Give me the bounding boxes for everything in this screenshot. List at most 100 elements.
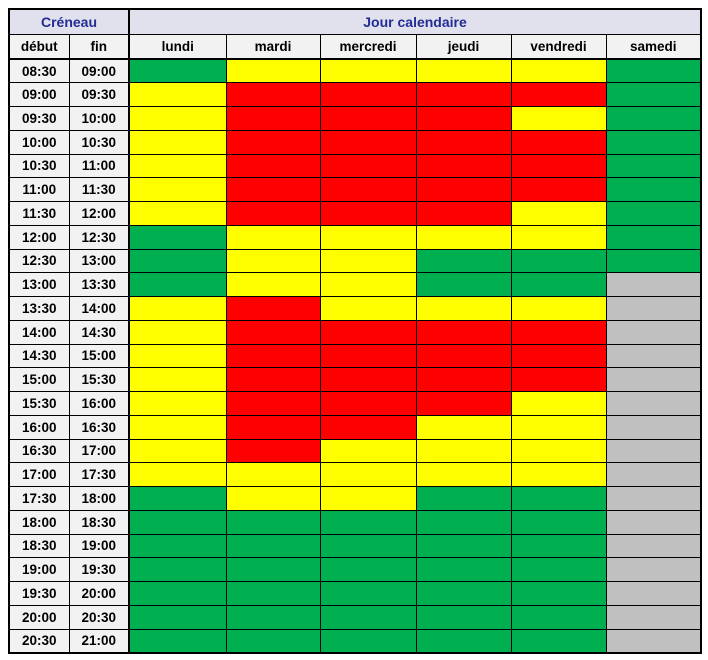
slot-cell-samedi-12:30[interactable] bbox=[605, 248, 702, 274]
slot-cell-mardi-15:30[interactable] bbox=[225, 391, 321, 416]
slot-cell-samedi-12:00[interactable] bbox=[605, 224, 702, 250]
slot-cell-mardi-13:00[interactable] bbox=[225, 272, 321, 297]
slot-cell-vendredi-17:00[interactable] bbox=[510, 462, 607, 487]
slot-cell-mardi-10:30[interactable] bbox=[225, 153, 321, 179]
slot-cell-samedi-18:30[interactable] bbox=[605, 533, 702, 559]
slot-cell-mardi-16:00[interactable] bbox=[225, 414, 321, 440]
slot-cell-vendredi-19:00[interactable] bbox=[510, 557, 607, 582]
slot-cell-mercredi-19:00[interactable] bbox=[319, 557, 417, 582]
slot-cell-vendredi-15:00[interactable] bbox=[510, 367, 607, 392]
slot-cell-mardi-12:00[interactable] bbox=[225, 224, 321, 250]
slot-cell-samedi-15:30[interactable] bbox=[605, 391, 702, 416]
slot-cell-samedi-14:00[interactable] bbox=[605, 319, 702, 345]
slot-cell-mercredi-14:30[interactable] bbox=[319, 343, 417, 369]
slot-cell-jeudi-18:30[interactable] bbox=[415, 533, 512, 559]
slot-cell-lundi-12:00[interactable] bbox=[128, 224, 227, 250]
slot-cell-jeudi-15:00[interactable] bbox=[415, 367, 512, 392]
slot-cell-jeudi-19:30[interactable] bbox=[415, 581, 512, 606]
slot-cell-samedi-20:00[interactable] bbox=[605, 604, 702, 630]
slot-cell-jeudi-18:00[interactable] bbox=[415, 509, 512, 535]
slot-cell-vendredi-11:30[interactable] bbox=[510, 201, 607, 226]
slot-cell-jeudi-12:00[interactable] bbox=[415, 224, 512, 250]
slot-cell-samedi-09:30[interactable] bbox=[605, 106, 702, 131]
slot-cell-jeudi-14:30[interactable] bbox=[415, 343, 512, 369]
slot-cell-mardi-19:30[interactable] bbox=[225, 581, 321, 606]
slot-cell-mardi-11:00[interactable] bbox=[225, 177, 321, 202]
slot-cell-mercredi-17:00[interactable] bbox=[319, 462, 417, 487]
slot-cell-mercredi-11:30[interactable] bbox=[319, 201, 417, 226]
slot-cell-lundi-19:30[interactable] bbox=[128, 581, 227, 606]
slot-cell-jeudi-16:00[interactable] bbox=[415, 414, 512, 440]
slot-cell-samedi-10:00[interactable] bbox=[605, 129, 702, 155]
slot-cell-mardi-16:30[interactable] bbox=[225, 438, 321, 464]
slot-cell-jeudi-19:00[interactable] bbox=[415, 557, 512, 582]
slot-cell-vendredi-20:00[interactable] bbox=[510, 604, 607, 630]
slot-cell-lundi-15:00[interactable] bbox=[128, 367, 227, 392]
slot-cell-samedi-19:30[interactable] bbox=[605, 581, 702, 606]
slot-cell-vendredi-18:00[interactable] bbox=[510, 509, 607, 535]
slot-cell-mercredi-18:30[interactable] bbox=[319, 533, 417, 559]
slot-cell-lundi-12:30[interactable] bbox=[128, 248, 227, 274]
slot-cell-mercredi-16:30[interactable] bbox=[319, 438, 417, 464]
slot-cell-mercredi-11:00[interactable] bbox=[319, 177, 417, 202]
slot-cell-mardi-11:30[interactable] bbox=[225, 201, 321, 226]
slot-cell-mercredi-09:00[interactable] bbox=[319, 82, 417, 107]
slot-cell-vendredi-09:30[interactable] bbox=[510, 106, 607, 131]
slot-cell-mercredi-10:00[interactable] bbox=[319, 129, 417, 155]
slot-cell-lundi-08:30[interactable] bbox=[128, 58, 227, 84]
slot-cell-lundi-09:00[interactable] bbox=[128, 82, 227, 107]
slot-cell-mardi-17:00[interactable] bbox=[225, 462, 321, 487]
slot-cell-samedi-13:30[interactable] bbox=[605, 296, 702, 321]
slot-cell-vendredi-12:00[interactable] bbox=[510, 224, 607, 250]
slot-cell-samedi-10:30[interactable] bbox=[605, 153, 702, 179]
slot-cell-lundi-18:30[interactable] bbox=[128, 533, 227, 559]
slot-cell-jeudi-11:30[interactable] bbox=[415, 201, 512, 226]
slot-cell-vendredi-10:00[interactable] bbox=[510, 129, 607, 155]
slot-cell-jeudi-10:30[interactable] bbox=[415, 153, 512, 179]
slot-cell-samedi-20:30[interactable] bbox=[605, 628, 702, 654]
slot-cell-samedi-17:00[interactable] bbox=[605, 462, 702, 487]
slot-cell-vendredi-12:30[interactable] bbox=[510, 248, 607, 274]
slot-cell-mercredi-19:30[interactable] bbox=[319, 581, 417, 606]
slot-cell-mardi-18:30[interactable] bbox=[225, 533, 321, 559]
slot-cell-mercredi-18:00[interactable] bbox=[319, 509, 417, 535]
slot-cell-vendredi-14:30[interactable] bbox=[510, 343, 607, 369]
slot-cell-jeudi-13:30[interactable] bbox=[415, 296, 512, 321]
slot-cell-mardi-09:00[interactable] bbox=[225, 82, 321, 107]
slot-cell-jeudi-08:30[interactable] bbox=[415, 58, 512, 84]
slot-cell-mardi-08:30[interactable] bbox=[225, 58, 321, 84]
slot-cell-lundi-13:30[interactable] bbox=[128, 296, 227, 321]
slot-cell-mardi-19:00[interactable] bbox=[225, 557, 321, 582]
slot-cell-jeudi-14:00[interactable] bbox=[415, 319, 512, 345]
slot-cell-jeudi-20:00[interactable] bbox=[415, 604, 512, 630]
slot-cell-jeudi-09:00[interactable] bbox=[415, 82, 512, 107]
slot-cell-mercredi-12:30[interactable] bbox=[319, 248, 417, 274]
slot-cell-mardi-15:00[interactable] bbox=[225, 367, 321, 392]
slot-cell-jeudi-17:00[interactable] bbox=[415, 462, 512, 487]
slot-cell-samedi-13:00[interactable] bbox=[605, 272, 702, 297]
slot-cell-samedi-09:00[interactable] bbox=[605, 82, 702, 107]
slot-cell-lundi-13:00[interactable] bbox=[128, 272, 227, 297]
slot-cell-vendredi-15:30[interactable] bbox=[510, 391, 607, 416]
slot-cell-vendredi-16:30[interactable] bbox=[510, 438, 607, 464]
slot-cell-vendredi-09:00[interactable] bbox=[510, 82, 607, 107]
slot-cell-lundi-15:30[interactable] bbox=[128, 391, 227, 416]
slot-cell-mercredi-13:00[interactable] bbox=[319, 272, 417, 297]
slot-cell-samedi-19:00[interactable] bbox=[605, 557, 702, 582]
slot-cell-mardi-13:30[interactable] bbox=[225, 296, 321, 321]
slot-cell-vendredi-17:30[interactable] bbox=[510, 486, 607, 511]
slot-cell-mercredi-17:30[interactable] bbox=[319, 486, 417, 511]
slot-cell-mardi-17:30[interactable] bbox=[225, 486, 321, 511]
slot-cell-lundi-20:00[interactable] bbox=[128, 604, 227, 630]
slot-cell-jeudi-17:30[interactable] bbox=[415, 486, 512, 511]
slot-cell-jeudi-11:00[interactable] bbox=[415, 177, 512, 202]
slot-cell-mardi-10:00[interactable] bbox=[225, 129, 321, 155]
slot-cell-mercredi-15:30[interactable] bbox=[319, 391, 417, 416]
slot-cell-mardi-20:30[interactable] bbox=[225, 628, 321, 654]
slot-cell-mardi-12:30[interactable] bbox=[225, 248, 321, 274]
slot-cell-mardi-09:30[interactable] bbox=[225, 106, 321, 131]
slot-cell-samedi-17:30[interactable] bbox=[605, 486, 702, 511]
slot-cell-samedi-18:00[interactable] bbox=[605, 509, 702, 535]
slot-cell-jeudi-10:00[interactable] bbox=[415, 129, 512, 155]
slot-cell-mardi-18:00[interactable] bbox=[225, 509, 321, 535]
